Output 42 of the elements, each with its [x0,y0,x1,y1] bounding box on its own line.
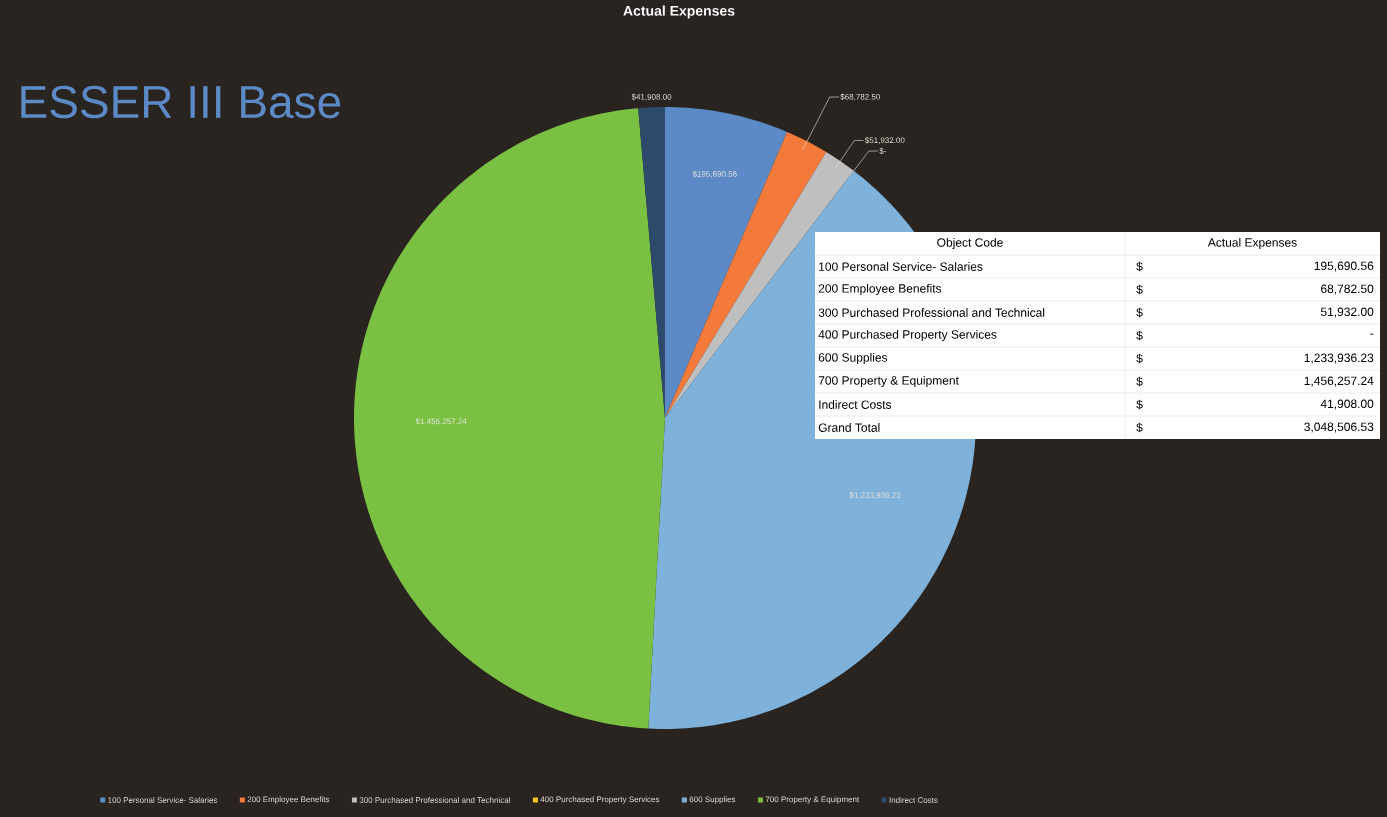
text: 195,690.56 [1314,261,1374,272]
text: 1,456,257.24 [1304,376,1374,387]
legend-label: 700 Property & Equipment [765,796,860,804]
legend-label: 100 Personal Service- Salaries [108,797,218,803]
text: $ [1136,376,1143,387]
text: $- [879,147,887,155]
text: 3,048,506.53 [1304,422,1374,433]
text: $ [1136,422,1143,433]
legend-label: Indirect Costs [889,797,938,803]
chart-subtitle: ESSER III Base [21,85,341,119]
text: $ [1136,353,1143,364]
data-label: $41,908.00 [631,93,672,101]
text: 700 Property & Equipment [818,375,959,388]
text: 41,908.00 [1320,399,1374,410]
data-label: $195,690.56 [692,170,737,178]
data-label: $68,782.50 [840,93,880,101]
text: 100 Personal Service- Salaries [819,262,983,271]
data-label: $1,456,257.24 [415,418,467,426]
text: $ [1136,330,1143,341]
text: 51,932.00 [1320,307,1374,318]
text: 1,233,936.23 [1304,353,1374,364]
text: $ [1136,284,1143,295]
text: 400 Purchased Property Services [818,329,997,342]
legend-label: 200 Employee Benefits [247,796,330,804]
text: Grand Total [818,423,880,432]
legend-label: 300 Purchased Professional and Technical [359,797,510,803]
data-label: $51,932.00 [864,137,905,144]
data-label: $1,233,936.23 [849,491,901,499]
text: 300 Purchased Professional and Technical [818,308,1045,317]
text: 68,782.50 [1321,284,1374,295]
chart-title: Actual Expenses [623,5,735,19]
text: $ [1136,307,1143,318]
text: Indirect Costs [819,400,892,409]
legend-label: 400 Purchased Property Services [540,796,660,804]
legend-label: 600 Supplies [689,796,736,804]
text: - [1370,333,1374,335]
text: 200 Employee Benefits [818,283,942,296]
text: 600 Supplies [818,352,888,365]
text: $ [1136,261,1143,272]
text: Actual Expenses [1207,237,1297,250]
text: $ [1136,399,1143,410]
text: Object Code [937,237,1003,250]
